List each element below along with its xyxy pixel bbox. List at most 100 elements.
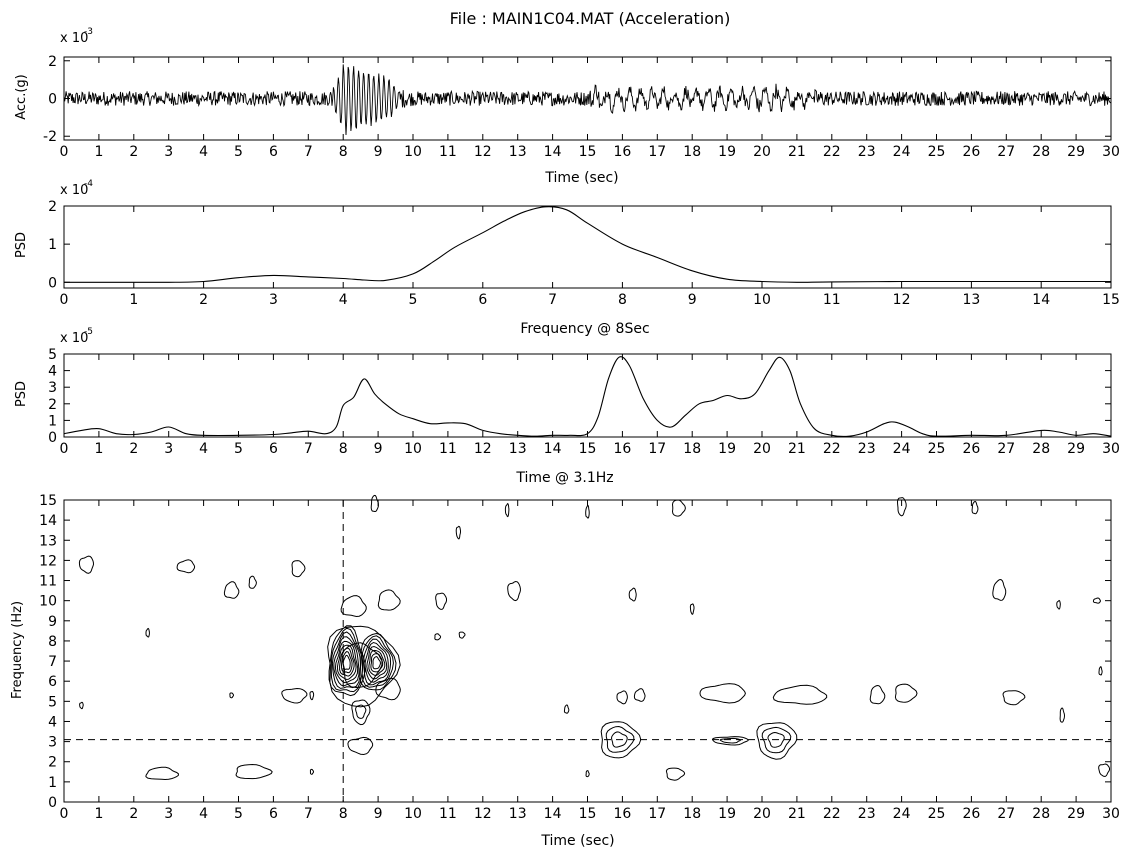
psd-time-exponent-power: -5: [84, 327, 93, 337]
psd-time-x-tick-label: 4: [199, 441, 208, 457]
psd-time-x-tick-label: 7: [304, 441, 313, 457]
time-frequency-y-tick-label: 3: [48, 735, 57, 751]
contour-line: [363, 638, 392, 686]
time-frequency-y-tick-label: 8: [48, 634, 57, 650]
contour-line: [327, 625, 401, 708]
acceleration-x-tick-label: 6: [269, 144, 278, 160]
contour-line: [1098, 763, 1110, 777]
time-frequency-panel: 0 1 2 3 4 5 6 7 8 9 10 11 12 13 14 15 16 17 18 19 20 21 22 23 24…: [10, 493, 1120, 849]
psd-time-x-tick-label: 23: [858, 441, 876, 457]
contour-line: [507, 580, 521, 602]
time-frequency-y-tick-label: 5: [48, 694, 57, 710]
psd-time-y-tick-label: 4: [48, 364, 57, 380]
contour-line: [689, 603, 695, 615]
psd-time-x-tick-label: 22: [823, 441, 841, 457]
time-frequency-x-tick-label: 0: [60, 806, 69, 822]
time-frequency-y-tick-label: 10: [39, 594, 57, 610]
time-frequency-x-tick-label: 12: [474, 806, 492, 822]
acceleration-x-tick-label: 5: [234, 144, 243, 160]
acceleration-x-tick-label: 3: [164, 144, 173, 160]
psd-time-x-tick-label: 28: [1032, 441, 1050, 457]
psd-frequency-y-tick-label: 0: [48, 275, 57, 291]
psd-frequency-x-tick-label: 0: [60, 292, 69, 308]
psd-frequency-x-tick-label: 4: [339, 292, 348, 308]
psd-frequency-exponent-power: -4: [84, 179, 93, 189]
contour-line: [355, 704, 367, 719]
psd-time-x-tick-label: 15: [579, 441, 597, 457]
psd-frequency-x-axis-label: Frequency @ 8Sec: [520, 321, 649, 337]
psd-time-x-tick-label: 8: [339, 441, 348, 457]
time-frequency-y-tick-label: 14: [39, 513, 57, 529]
psd-time-x-tick-label: 11: [439, 441, 457, 457]
time-frequency-y-tick-label: 9: [48, 614, 57, 630]
acceleration-x-tick-label: 27: [997, 144, 1015, 160]
acceleration-x-tick-label: 0: [60, 144, 69, 160]
contour-line: [869, 684, 886, 705]
contour-line: [772, 684, 828, 705]
acceleration-series-line: [63, 64, 1112, 136]
contour-line: [896, 497, 907, 517]
contour-line: [336, 644, 357, 681]
psd-frequency-frame: [63, 205, 1112, 289]
acceleration-x-tick-label: 12: [474, 144, 492, 160]
contour-line: [1059, 707, 1066, 723]
psd-time-x-tick-label: 21: [788, 441, 806, 457]
psd-frequency-y-axis-label: PSD: [14, 232, 29, 258]
acceleration-x-tick-label: 11: [439, 144, 457, 160]
acceleration-x-axis-label: Time (sec): [544, 170, 618, 186]
psd-frequency-y-tick-label: 1: [48, 237, 57, 253]
time-frequency-x-tick-label: 5: [234, 806, 243, 822]
psd-time-x-tick-label: 10: [404, 441, 422, 457]
psd-time-y-tick-label: 0: [48, 430, 57, 446]
time-frequency-y-tick-label: 2: [48, 755, 57, 771]
contour-line: [1092, 597, 1101, 604]
time-frequency-x-tick-label: 6: [269, 806, 278, 822]
contour-line: [370, 494, 379, 512]
contour-line: [223, 581, 240, 599]
psd-time-x-tick-label: 18: [683, 441, 701, 457]
acceleration-x-tick-label: 19: [718, 144, 736, 160]
psd-frequency-x-tick-label: 14: [1032, 292, 1050, 308]
time-frequency-x-tick-label: 30: [1102, 806, 1120, 822]
psd-frequency-x-tick-label: 3: [269, 292, 278, 308]
time-frequency-x-tick-label: 21: [788, 806, 806, 822]
contour-line: [372, 656, 382, 670]
time-frequency-x-tick-label: 22: [823, 806, 841, 822]
contour-line: [364, 641, 389, 683]
contour-line: [366, 645, 388, 680]
psd-frequency-series-line: [64, 206, 1111, 283]
contour-line: [563, 704, 570, 714]
psd-time-x-tick-label: 17: [648, 441, 666, 457]
contour-line: [458, 631, 466, 639]
psd-time-y-tick-label: 2: [48, 397, 57, 413]
psd-time-x-tick-label: 5: [234, 441, 243, 457]
acceleration-panel: 0 1 2 3 4 5 6 7 8 9 10 11 12 13 14 15 16 17 18 19 20 21 22 23 24…: [14, 27, 1120, 186]
contour-line: [291, 560, 306, 578]
acceleration-x-tick-label: 14: [544, 144, 562, 160]
acceleration-x-tick-label: 28: [1032, 144, 1050, 160]
time-frequency-y-tick-label: 12: [39, 553, 57, 569]
time-frequency-y-tick-label: 1: [48, 775, 57, 791]
contour-line: [455, 525, 461, 540]
psd-time-y-tick-label: 5: [48, 347, 57, 363]
acceleration-x-tick-label: 30: [1102, 144, 1120, 160]
acceleration-x-tick-label: 18: [683, 144, 701, 160]
acceleration-plot: 0 1 2 3 4 5 6 7 8 9 10 11 12 13 14 15 16 17 18 19 20 21 22 23 24…: [43, 54, 1120, 160]
acceleration-x-tick-label: 2: [129, 144, 138, 160]
psd-frequency-x-tick-label: 8: [618, 292, 627, 308]
contour-line: [711, 736, 749, 746]
contour-line: [434, 633, 442, 641]
time-frequency-x-tick-label: 4: [199, 806, 208, 822]
time-frequency-y-axis-label: Frequency (Hz): [10, 601, 25, 699]
acceleration-y-axis-label: Acc.(g): [14, 74, 29, 120]
contour-line: [665, 767, 686, 781]
acceleration-x-tick-label: 15: [579, 144, 597, 160]
psd-time-x-tick-label: 29: [1067, 441, 1085, 457]
time-frequency-x-tick-label: 25: [928, 806, 946, 822]
time-frequency-x-tick-label: 8: [339, 806, 348, 822]
acceleration-x-tick-label: 20: [753, 144, 771, 160]
time-frequency-y-tick-label: 7: [48, 654, 57, 670]
contour-line: [368, 649, 386, 676]
time-frequency-x-tick-label: 13: [509, 806, 527, 822]
contour-line: [351, 699, 371, 726]
